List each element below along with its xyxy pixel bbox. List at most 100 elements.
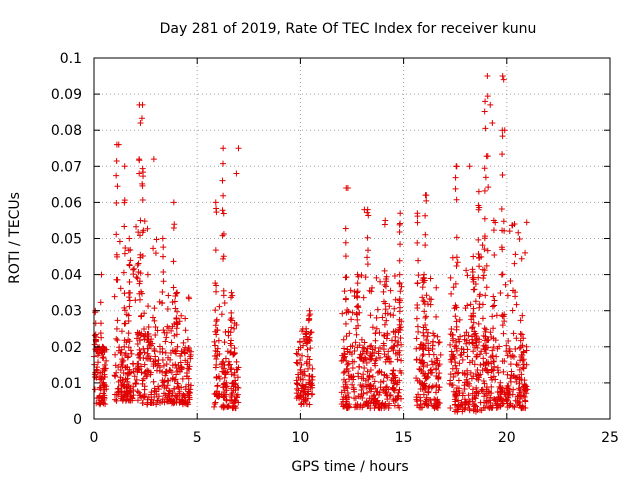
- data-point: [141, 218, 148, 225]
- data-point: [367, 367, 374, 374]
- data-point: [233, 358, 240, 365]
- data-point: [220, 253, 227, 260]
- data-point: [451, 402, 458, 409]
- data-point: [213, 316, 220, 323]
- data-point: [455, 397, 462, 404]
- data-point: [233, 393, 240, 400]
- data-point: [397, 335, 404, 342]
- data-point: [187, 351, 194, 358]
- data-point: [228, 294, 235, 301]
- data-point: [470, 253, 477, 260]
- data-point: [153, 236, 160, 243]
- data-point: [461, 385, 468, 392]
- data-point: [414, 239, 421, 246]
- data-point: [473, 375, 480, 382]
- data-point: [138, 290, 145, 297]
- data-point: [415, 257, 422, 264]
- data-point: [154, 397, 161, 404]
- y-tick-label: 0.02: [51, 340, 82, 356]
- data-point: [164, 382, 171, 389]
- data-point: [141, 391, 148, 398]
- data-point: [151, 385, 158, 392]
- data-point: [512, 346, 519, 353]
- data-point: [373, 274, 380, 281]
- data-point: [211, 353, 218, 360]
- data-point: [159, 398, 166, 405]
- data-point: [490, 335, 497, 342]
- data-point: [519, 312, 526, 319]
- data-point: [497, 379, 504, 386]
- data-point: [226, 361, 233, 368]
- data-point: [364, 389, 371, 396]
- data-point: [520, 356, 527, 363]
- data-point: [470, 286, 477, 293]
- data-point: [397, 288, 404, 295]
- data-point: [358, 336, 365, 343]
- data-point: [114, 337, 121, 344]
- data-point: [135, 389, 142, 396]
- data-point: [342, 296, 349, 303]
- data-point: [423, 396, 430, 403]
- data-point: [372, 330, 379, 337]
- data-point: [350, 384, 357, 391]
- data-point: [182, 398, 189, 405]
- data-point: [480, 342, 487, 349]
- data-point: [112, 351, 119, 358]
- y-tick-label: 0.1: [60, 51, 82, 67]
- data-point: [302, 396, 309, 403]
- data-point: [100, 354, 107, 361]
- y-tick-label: 0.01: [51, 376, 82, 392]
- data-point: [300, 401, 307, 408]
- data-point: [480, 360, 487, 367]
- data-point: [456, 316, 463, 323]
- data-point: [516, 366, 523, 373]
- data-point: [368, 342, 375, 349]
- data-point: [516, 236, 523, 243]
- data-point: [118, 328, 125, 335]
- data-point: [480, 404, 487, 411]
- data-point: [511, 260, 518, 267]
- data-point: [478, 348, 485, 355]
- data-point: [113, 369, 120, 376]
- data-point: [387, 358, 394, 365]
- data-point: [99, 369, 106, 376]
- data-point: [387, 311, 394, 318]
- data-point: [139, 180, 146, 187]
- data-point: [307, 311, 314, 318]
- data-point: [489, 313, 496, 320]
- data-point: [304, 346, 311, 353]
- data-point: [396, 271, 403, 278]
- data-point: [117, 285, 124, 292]
- data-point: [420, 391, 427, 398]
- data-point: [131, 265, 138, 272]
- data-point: [499, 172, 506, 179]
- data-point: [148, 336, 155, 343]
- data-point: [375, 350, 382, 357]
- data-point: [391, 380, 398, 387]
- data-point: [396, 386, 403, 393]
- data-point: [228, 365, 235, 372]
- data-point: [170, 284, 177, 291]
- data-point: [216, 303, 223, 310]
- x-tick-label: 0: [90, 430, 99, 446]
- data-point: [126, 235, 133, 242]
- data-point: [422, 370, 429, 377]
- data-point: [135, 269, 142, 276]
- data-point: [340, 369, 347, 376]
- data-point: [342, 253, 349, 260]
- data-point: [144, 337, 151, 344]
- data-point: [137, 337, 144, 344]
- data-point: [456, 338, 463, 345]
- data-point: [429, 369, 436, 376]
- data-point: [447, 405, 454, 412]
- data-point: [368, 353, 375, 360]
- data-point: [134, 261, 141, 268]
- data-point: [136, 232, 143, 239]
- data-point: [414, 219, 421, 226]
- data-point: [141, 336, 148, 343]
- data-point: [376, 404, 383, 411]
- data-point: [221, 361, 228, 368]
- data-point: [499, 151, 506, 158]
- data-point: [382, 217, 389, 224]
